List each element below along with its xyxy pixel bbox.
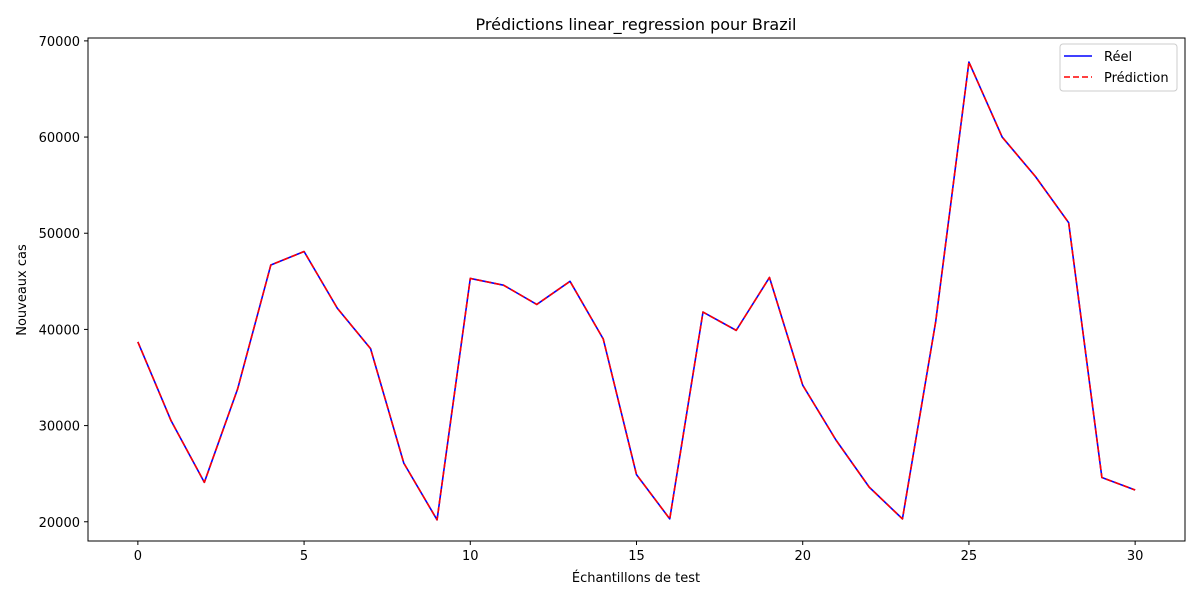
chart-title: Prédictions linear_regression pour Brazi…	[476, 15, 797, 35]
x-tick-label: 15	[628, 549, 645, 564]
series-layer	[137, 61, 1136, 521]
y-axis-label: Nouveaux cas	[15, 244, 30, 336]
x-tick-label: 5	[300, 549, 308, 564]
y-axis-ticks: 20000 30000 40000 50000 60000 70000	[39, 35, 88, 531]
x-axis-label: Échantillons de test	[572, 570, 700, 586]
x-tick-label: 20	[794, 549, 811, 564]
x-tick-label: 10	[462, 549, 479, 564]
series-line-prediction	[137, 61, 1136, 521]
y-tick-label: 40000	[39, 323, 80, 338]
plot-frame	[87, 37, 1186, 542]
x-tick-label: 30	[1127, 549, 1144, 564]
x-tick-label: 25	[961, 549, 978, 564]
y-tick-label: 30000	[39, 420, 80, 435]
legend-label-reel: Réel	[1104, 50, 1132, 65]
legend-label-prediction: Prédiction	[1104, 71, 1169, 86]
x-tick-label: 0	[134, 549, 142, 564]
y-tick-label: 20000	[39, 516, 80, 531]
y-tick-label: 60000	[39, 131, 80, 146]
y-tick-label: 50000	[39, 227, 80, 242]
y-tick-label: 70000	[39, 35, 80, 50]
legend: Réel Prédiction	[1059, 43, 1178, 92]
x-axis-ticks: 0 5 10 15 20 25 30	[134, 541, 1144, 564]
